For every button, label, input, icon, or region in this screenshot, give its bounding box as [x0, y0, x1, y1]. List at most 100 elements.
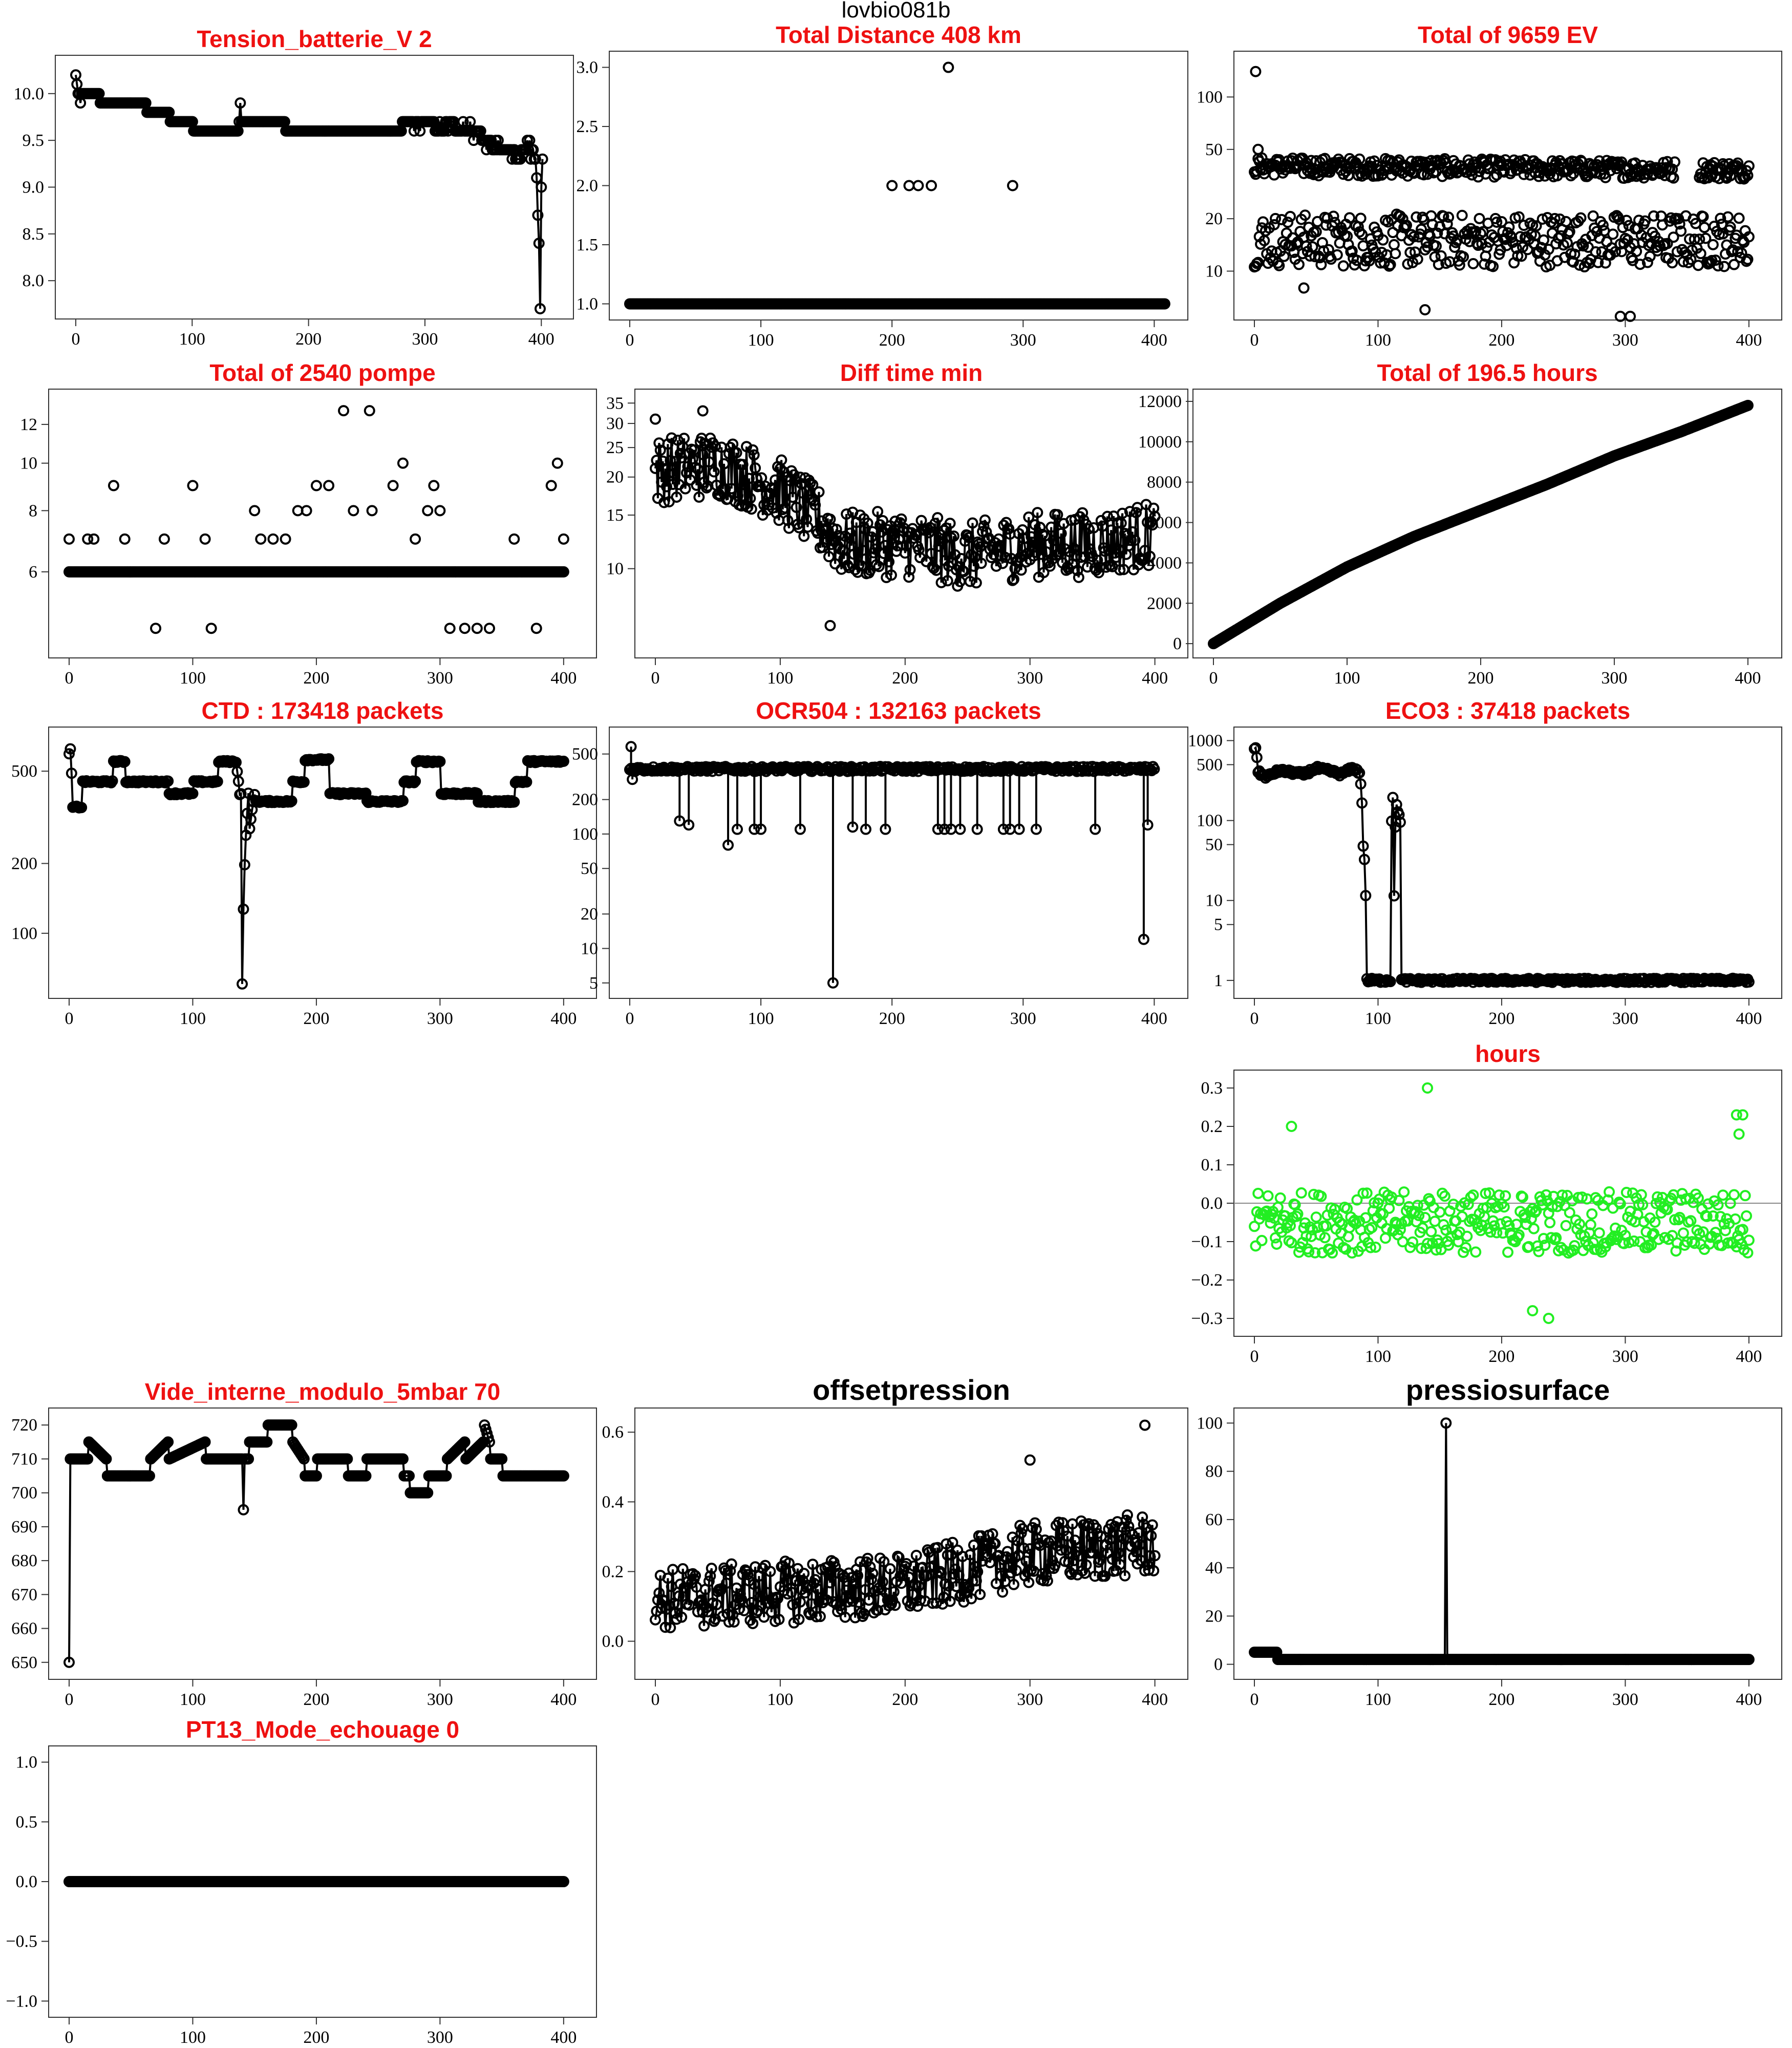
chart-title: ECO3 : 37418 packets — [1385, 697, 1630, 724]
data-point — [531, 172, 543, 184]
data-point — [1271, 1238, 1283, 1250]
data-point — [323, 480, 335, 492]
x-tick-label: 100 — [1365, 1009, 1391, 1028]
data-point — [1695, 248, 1706, 260]
plot-frame — [55, 55, 574, 319]
data-point — [660, 481, 672, 493]
data-point — [211, 776, 223, 787]
data-point — [844, 527, 856, 539]
data-point — [862, 517, 873, 529]
x-tick-label: 100 — [179, 330, 205, 349]
data-point — [969, 551, 981, 563]
data-point — [1117, 507, 1128, 519]
x-tick-label: 100 — [1365, 331, 1391, 350]
y-tick-label: 1.5 — [577, 236, 599, 254]
data-point — [1449, 241, 1461, 253]
data-point — [682, 461, 694, 473]
data-point — [119, 533, 131, 545]
data-point — [1625, 310, 1636, 322]
data-point — [873, 561, 885, 572]
data-point — [718, 458, 730, 470]
chart-distance: Total Distance 408 km0 100 200 300 4001.01.5… — [577, 22, 1188, 350]
y-tick-label: 8.5 — [23, 225, 45, 244]
data-point — [1390, 248, 1401, 260]
data-point — [1032, 507, 1043, 519]
x-tick-label: 0 — [1250, 1009, 1259, 1028]
data-point — [1432, 227, 1443, 239]
data-point — [1252, 143, 1264, 155]
data-point — [667, 478, 679, 490]
y-tick-label: 8.0 — [23, 271, 45, 290]
y-tick-label: 10 — [1205, 891, 1223, 910]
data-point — [1356, 797, 1368, 809]
x-tick-label: 400 — [1736, 331, 1762, 350]
data-point — [710, 440, 721, 452]
plot-frame — [634, 389, 1188, 658]
data-point — [697, 405, 709, 417]
data-point — [1286, 1121, 1297, 1132]
plot-frame — [48, 389, 597, 658]
data-point — [1554, 213, 1566, 225]
data-point — [1027, 537, 1038, 548]
data-point — [1044, 560, 1056, 572]
data-point — [1441, 218, 1453, 230]
data-point — [999, 551, 1011, 563]
x-tick-label: 100 — [748, 331, 774, 350]
data-point — [422, 505, 434, 517]
data-point — [1008, 573, 1019, 585]
y-tick-label: 20 — [581, 905, 598, 924]
data-point — [932, 512, 944, 524]
chart-title: Diff time min — [840, 359, 983, 386]
data-point — [1379, 1232, 1391, 1244]
data-point — [928, 562, 940, 574]
data-point — [942, 575, 953, 587]
data-point — [558, 755, 569, 767]
y-tick-label: 500 — [11, 762, 37, 781]
data-point — [1331, 249, 1343, 261]
y-tick-label: 0.1 — [1201, 1156, 1223, 1175]
data-point — [1597, 219, 1609, 231]
data-point — [1318, 245, 1330, 257]
data-point — [823, 551, 835, 563]
data-point — [471, 623, 483, 634]
plot-frame — [609, 51, 1188, 321]
data-point — [1587, 210, 1599, 222]
data-point — [747, 444, 759, 456]
data-point — [883, 556, 895, 568]
plot-frame — [1233, 727, 1782, 999]
data-point — [801, 513, 813, 525]
y-tick-label: 9.5 — [23, 131, 45, 150]
y-tick-label: 680 — [11, 1551, 37, 1570]
figure-title: lovbio081b — [841, 0, 951, 23]
x-tick-label: 400 — [550, 1690, 577, 1709]
data-point — [1724, 170, 1736, 182]
data-point — [1358, 854, 1370, 865]
x-tick-label: 300 — [412, 330, 438, 349]
y-tick-label: 700 — [11, 1484, 37, 1503]
y-tick-label: 200 — [11, 854, 37, 873]
data-point — [1355, 212, 1367, 224]
data-point — [1722, 211, 1734, 223]
data-point — [238, 903, 249, 915]
data-point — [1538, 234, 1550, 246]
data-point — [943, 61, 954, 73]
data-point — [232, 776, 244, 787]
data-point — [994, 540, 1006, 551]
data-point — [1251, 752, 1263, 763]
data-point — [938, 823, 950, 835]
data-point — [879, 540, 891, 551]
chart-title: hours — [1475, 1040, 1541, 1067]
data-point — [1394, 816, 1406, 828]
data-point — [674, 815, 686, 827]
data-point — [1077, 507, 1089, 519]
x-tick-label: 200 — [879, 1009, 905, 1028]
x-tick-label: 400 — [1141, 1009, 1167, 1028]
x-tick-label: 0 — [65, 669, 74, 688]
data-point — [1307, 241, 1318, 253]
y-tick-label: 10 — [1205, 262, 1223, 281]
x-tick-label: 100 — [1334, 669, 1360, 688]
data-point — [830, 523, 842, 535]
data-point — [1093, 567, 1104, 579]
